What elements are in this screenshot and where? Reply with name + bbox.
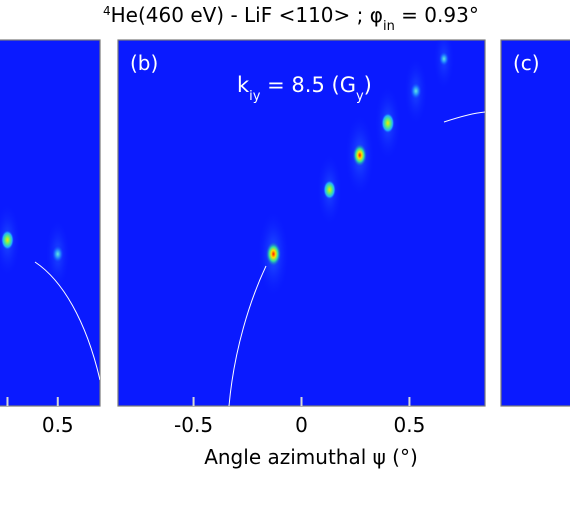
annotation-value: = 8.5 (G xyxy=(260,73,355,97)
panel-a: 0.5 xyxy=(0,39,101,437)
diffraction-spot xyxy=(374,84,402,162)
annotation-close: ) xyxy=(364,73,372,97)
diffraction-spot xyxy=(45,218,71,290)
panel-b-arc-left xyxy=(228,265,267,407)
spot-core xyxy=(409,81,422,101)
panel-b-arc-right xyxy=(443,111,486,123)
spot-core xyxy=(51,244,64,264)
title-superscript: 4 xyxy=(103,4,111,18)
panel-b-label: (b) xyxy=(130,51,158,75)
x-axis-label: Angle azimuthal ψ (°) xyxy=(204,445,418,469)
spot-core xyxy=(265,241,282,267)
panel-c-label: (c) xyxy=(513,51,540,75)
spot-core xyxy=(352,143,368,168)
title-main: He(460 eV) - LiF <110> ; xyxy=(111,3,370,27)
title-tail: = 0.93° xyxy=(395,3,479,27)
panel-c: (c) - xyxy=(500,39,570,407)
title-subscript: in xyxy=(383,19,395,34)
spot-core xyxy=(438,50,450,67)
panel-b-annotation: kiy = 8.5 (Gy) xyxy=(237,73,372,104)
x-tick-label: 0.5 xyxy=(394,413,426,437)
panel-b: (b) kiy = 8.5 (Gy) -0.5 0 0.5 Angle azimut… xyxy=(117,39,486,469)
diffraction-spot xyxy=(344,113,375,198)
x-tick-label: 0.5 xyxy=(42,413,74,437)
diffraction-spot xyxy=(257,210,290,298)
panel-c-plot-area xyxy=(500,39,570,407)
diffraction-spot xyxy=(316,152,343,227)
annotation-y: y xyxy=(356,89,364,104)
spot-core xyxy=(0,229,15,251)
diffraction-spot xyxy=(403,56,429,126)
spot-core xyxy=(323,179,337,200)
annotation-iy: iy xyxy=(249,89,261,104)
diffraction-spot xyxy=(433,40,455,91)
panel-a-trajectory-arc xyxy=(34,261,100,381)
x-tick-label: -0.5 xyxy=(174,413,213,437)
title-phi: φ xyxy=(370,3,383,27)
x-tick-label: 0 xyxy=(295,413,308,437)
spot-core xyxy=(381,112,395,134)
diffraction-spot xyxy=(0,202,21,278)
annotation-k: k xyxy=(237,73,250,97)
figure-title: 4He(460 eV) - LiF <110> ; φin = 0.93° xyxy=(103,3,479,34)
